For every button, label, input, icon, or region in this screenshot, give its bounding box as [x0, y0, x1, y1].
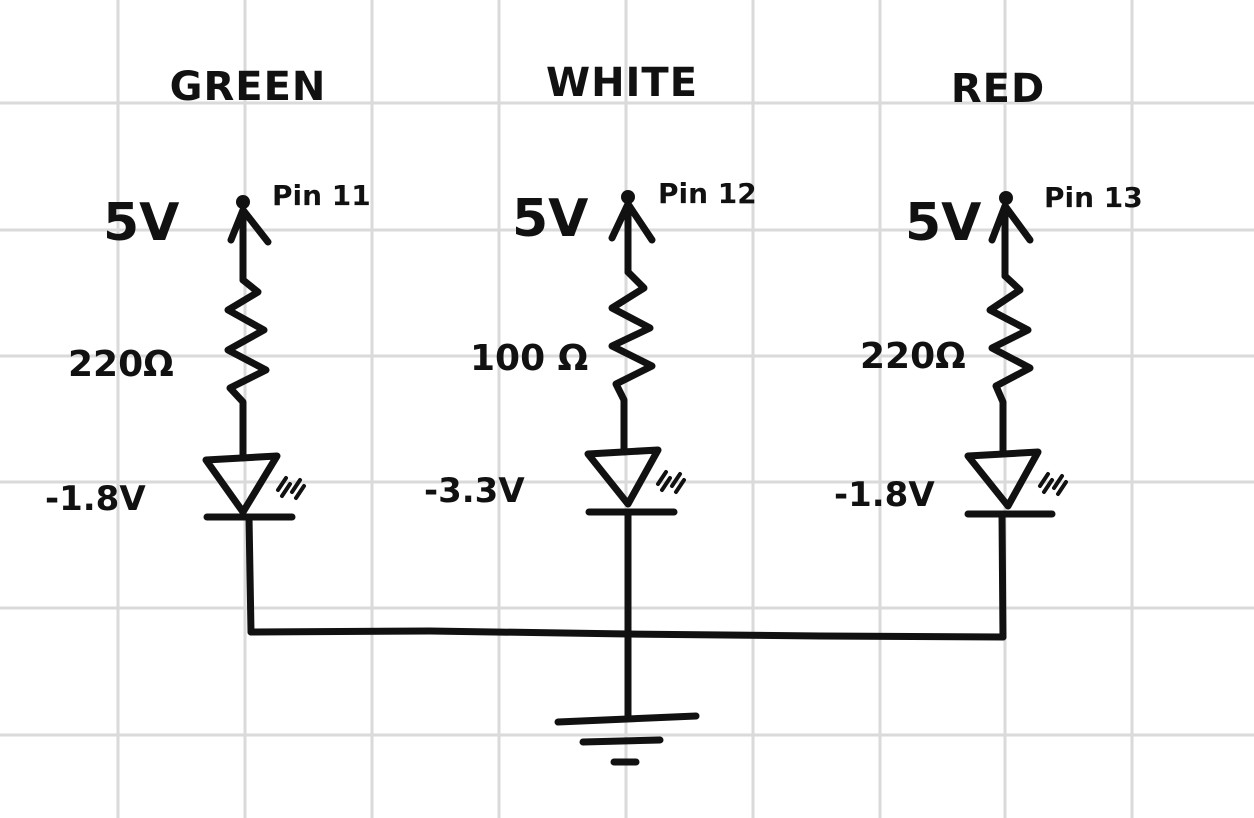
- pin-label: Pin 11: [272, 179, 371, 212]
- resistor-symbol: [986, 272, 1034, 444]
- led-symbol: [584, 446, 662, 508]
- led-symbol: [202, 452, 281, 516]
- branch-title: WHITE: [546, 60, 698, 106]
- supply-arrow-icon: [227, 206, 272, 246]
- pin-label: Pin 13: [1044, 181, 1143, 214]
- led-symbol: [964, 448, 1042, 510]
- branch-green: GREEN 5V Pin 11 220Ω -1.8V: [45, 64, 371, 636]
- light-emission-icon: [276, 476, 306, 500]
- led-drop-label: -3.3V: [424, 471, 525, 511]
- supply-label: 5V: [905, 193, 981, 253]
- supply-node: [999, 191, 1013, 205]
- led-drop-label: -1.8V: [45, 479, 146, 519]
- wire-segment: [245, 513, 255, 636]
- led-drop-label: -1.8V: [834, 475, 935, 515]
- pin-label: Pin 12: [658, 177, 757, 210]
- resistor-label: 220Ω: [860, 336, 966, 377]
- ground-icon: [554, 712, 700, 766]
- branch-red: RED 5V Pin 13 220Ω -1.8V: [834, 66, 1143, 641]
- branch-white: WHITE 5V Pin 12 100 Ω -3.3V: [424, 60, 757, 722]
- resistor-symbol: [608, 268, 656, 444]
- supply-node: [236, 195, 250, 209]
- light-emission-icon: [1038, 472, 1068, 496]
- resistor-symbol: [224, 276, 270, 444]
- wire-segment: [998, 510, 1007, 641]
- resistor-label: 100 Ω: [470, 338, 588, 379]
- resistor-label: 220Ω: [68, 344, 174, 385]
- branch-title: RED: [951, 66, 1045, 112]
- supply-arrow-icon: [608, 200, 656, 244]
- branch-title: GREEN: [170, 64, 327, 110]
- supply-label: 5V: [512, 189, 588, 249]
- light-emission-icon: [656, 470, 686, 494]
- common-bus-wire: [247, 627, 1007, 641]
- supply-arrow-icon: [988, 202, 1034, 244]
- supply-node: [621, 190, 635, 204]
- supply-label: 5V: [103, 193, 179, 253]
